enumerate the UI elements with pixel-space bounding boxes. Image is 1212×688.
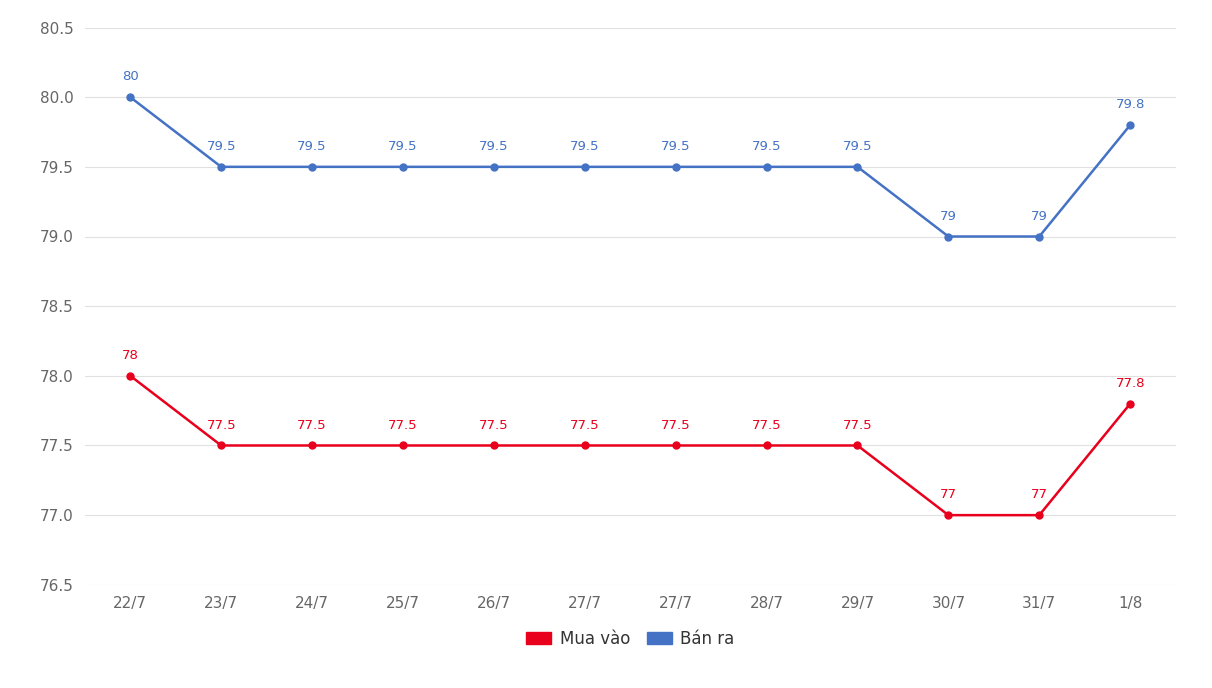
Text: 80: 80 — [122, 70, 138, 83]
Text: 77.5: 77.5 — [206, 418, 236, 431]
Text: 79.8: 79.8 — [1115, 98, 1145, 111]
Text: 79.5: 79.5 — [661, 140, 691, 153]
Text: 77: 77 — [939, 488, 957, 502]
Text: 77.5: 77.5 — [388, 418, 418, 431]
Text: 79: 79 — [941, 210, 956, 222]
Text: 79.5: 79.5 — [570, 140, 600, 153]
Text: 77: 77 — [1030, 488, 1048, 502]
Text: 78: 78 — [122, 349, 138, 362]
Text: 79.5: 79.5 — [297, 140, 327, 153]
Text: 79.5: 79.5 — [842, 140, 873, 153]
Text: 77.8: 77.8 — [1115, 377, 1145, 390]
Legend: Mua vào, Bán ra: Mua vào, Bán ra — [520, 623, 741, 654]
Text: 79.5: 79.5 — [206, 140, 236, 153]
Text: 79.5: 79.5 — [479, 140, 509, 153]
Text: 79.5: 79.5 — [388, 140, 418, 153]
Text: 79: 79 — [1031, 210, 1047, 222]
Text: 77.5: 77.5 — [661, 418, 691, 431]
Text: 77.5: 77.5 — [479, 418, 509, 431]
Text: 79.5: 79.5 — [751, 140, 782, 153]
Text: 77.5: 77.5 — [570, 418, 600, 431]
Text: 77.5: 77.5 — [751, 418, 782, 431]
Text: 77.5: 77.5 — [842, 418, 873, 431]
Text: 77.5: 77.5 — [297, 418, 327, 431]
